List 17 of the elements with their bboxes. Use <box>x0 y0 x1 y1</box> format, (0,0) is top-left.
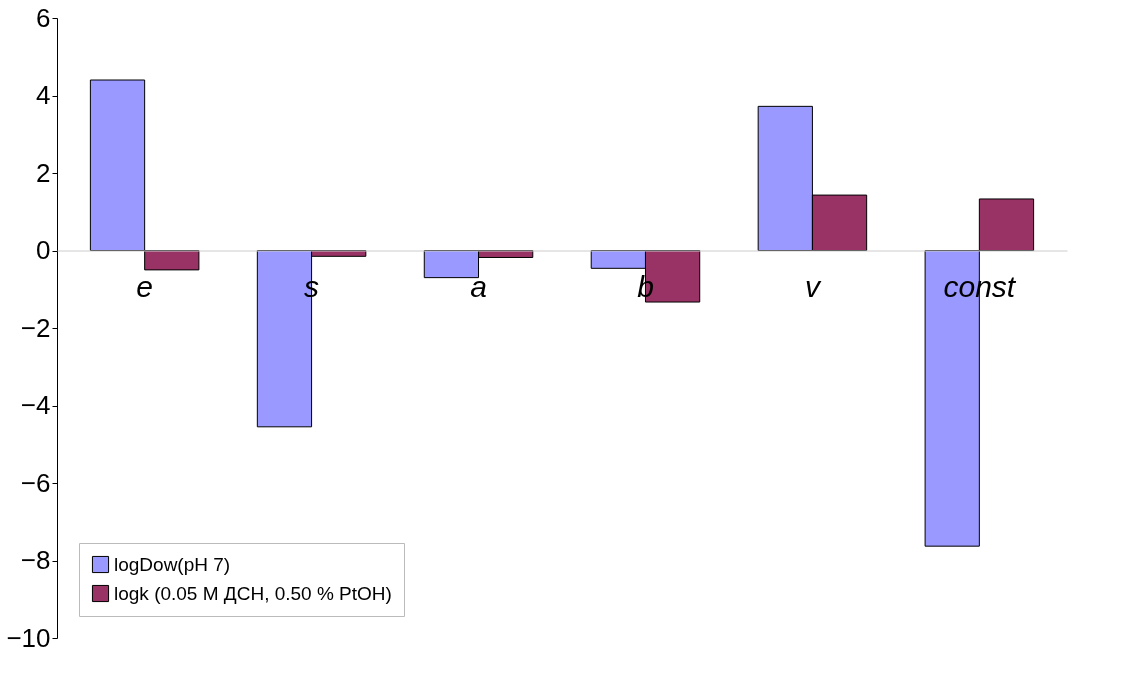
bar <box>978 198 1035 251</box>
bar <box>89 79 146 251</box>
y-tick-label: −8 <box>20 545 51 575</box>
y-tick-label: 0 <box>36 235 51 265</box>
legend-label: logDow(pH 7) <box>114 553 231 575</box>
y-tick-label: 4 <box>36 80 51 110</box>
legend-label: logk (0.05 M ДСН, 0.50 % PtOH) <box>114 582 392 604</box>
y-tick-label: −6 <box>20 467 51 498</box>
y-tick-label: 2 <box>36 157 51 188</box>
x-tick-label: a <box>470 270 487 303</box>
y-tick-label: −10 <box>6 622 51 653</box>
y-tick-label: −4 <box>20 390 51 420</box>
x-tick-label: e <box>136 270 153 303</box>
x-tick-label: v <box>804 270 822 303</box>
bar <box>144 250 200 271</box>
y-tick-label: 6 <box>36 2 51 33</box>
y-tick-label: −2 <box>20 312 51 343</box>
